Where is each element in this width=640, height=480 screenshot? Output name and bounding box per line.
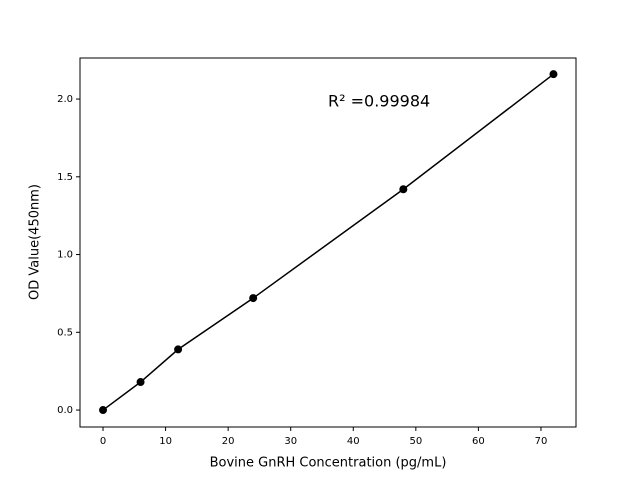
data-point [399, 185, 408, 194]
x-tick-label: 10 [159, 436, 172, 447]
y-tick-label: 1.5 [57, 172, 73, 183]
x-tick-label: 50 [409, 436, 422, 447]
y-tick-label: 1.0 [57, 250, 73, 261]
annotation: R² =0.99984 [328, 92, 430, 111]
y-tick-label: 0.5 [57, 327, 73, 338]
data-point [136, 378, 145, 387]
plot-frame [79, 57, 577, 428]
y-tick-label: 0.0 [57, 405, 73, 416]
data-point [249, 294, 258, 303]
x-tick-label: 0 [100, 436, 106, 447]
data-point [174, 345, 183, 354]
data-line [102, 73, 554, 411]
x-tick-label: 30 [284, 436, 297, 447]
x-tick-label: 70 [535, 436, 548, 447]
x-tick-label: 40 [347, 436, 360, 447]
data-point [549, 70, 558, 79]
data-point [99, 406, 108, 415]
y-axis-label: OD Value(450nm) [28, 184, 43, 300]
x-tick-label: 20 [222, 436, 235, 447]
y-tick-label: 2.0 [57, 94, 73, 105]
x-tick-label: 60 [472, 436, 485, 447]
x-axis-label: Bovine GnRH Concentration (pg/mL) [210, 456, 447, 471]
